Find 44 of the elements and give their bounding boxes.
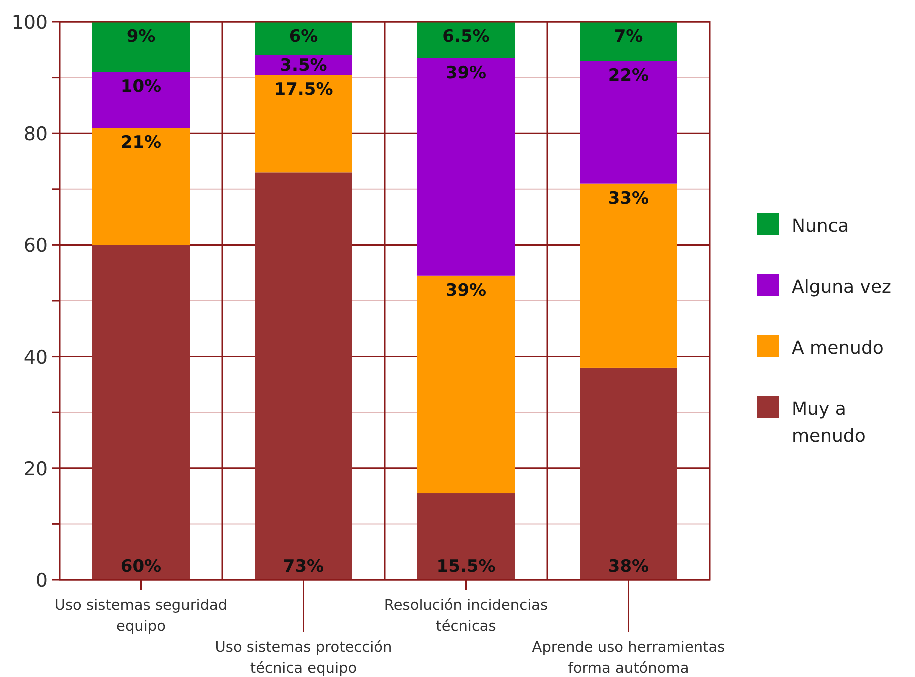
data-label: 33% [608,188,650,209]
x-tick-label: Aprende uso herramientas forma autónoma [532,640,726,677]
data-label: 21% [120,133,162,154]
bar [92,72,190,128]
legend-label: A menudo [792,338,884,359]
x-tick-label: Uso sistemas seguridad equipo [54,598,228,635]
y-tick-label: 20 [24,458,48,480]
bar [418,58,515,276]
bar [255,22,352,56]
data-label: 6.5% [442,27,490,47]
legend-label: Alguna vez [792,277,892,298]
data-label: 22% [608,66,650,86]
data-label: 73% [283,557,324,577]
bar [255,75,352,173]
bar [92,22,190,72]
data-label: 3.5% [280,56,328,76]
x-tick-label: Resolución incidencias técnicas [384,598,548,635]
bar [418,276,515,494]
data-label: 39% [446,63,487,84]
bar [580,61,678,184]
x-tick-label: Uso sistemas protección técnica equipo [215,640,392,677]
y-tick-label: 100 [12,12,48,34]
bar [92,245,190,580]
bar [255,172,352,580]
data-label: 39% [446,280,487,301]
data-label: 17.5% [274,80,334,100]
data-label: 6% [289,27,318,47]
legend-label: Nunca [792,216,850,237]
y-tick-label: 60 [24,235,48,258]
legend-label: Muy a menudo [792,399,866,447]
data-label: 38% [608,557,650,577]
y-tick-label: 0 [36,570,48,592]
bar [580,22,678,62]
data-label: 10% [120,77,162,98]
bar [92,128,190,246]
y-tick-label: 40 [24,346,48,369]
data-label: 60% [120,557,162,577]
bar [418,494,515,580]
data-label: 15.5% [436,557,496,577]
data-label: 7% [614,27,644,47]
data-label: 9% [126,27,156,47]
y-tick-label: 80 [24,124,48,146]
bar [580,368,678,580]
bar [580,184,678,368]
